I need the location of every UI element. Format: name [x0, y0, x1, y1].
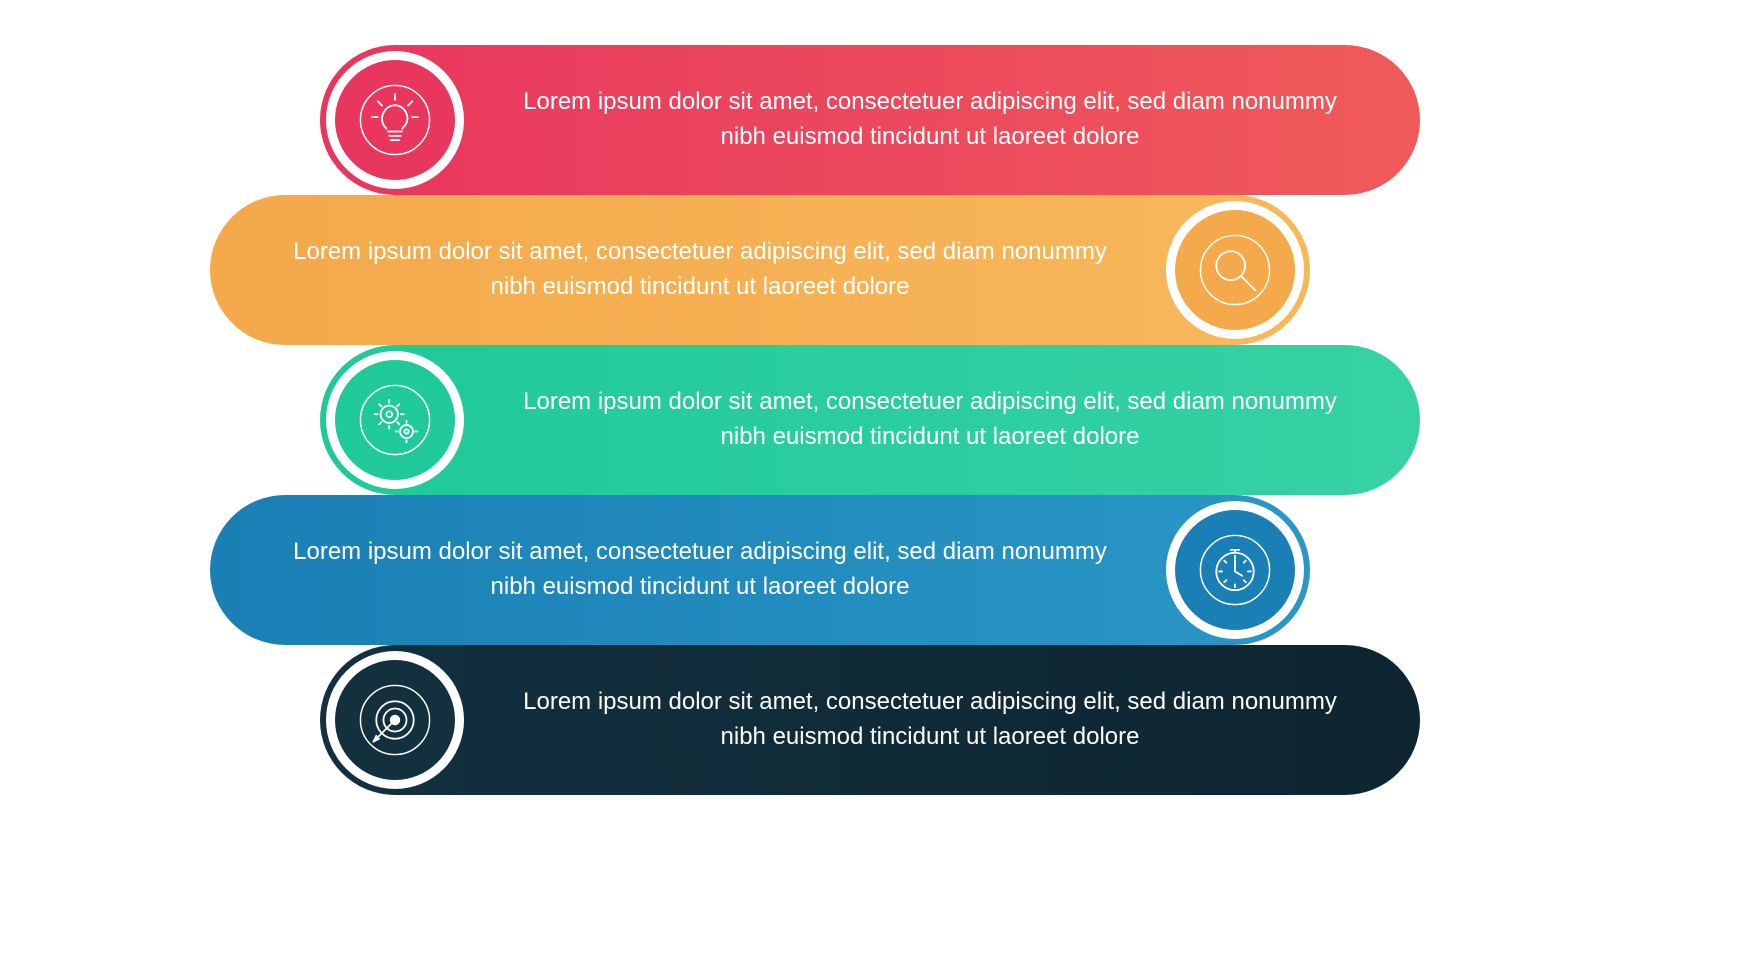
- clock-icon: [1175, 510, 1295, 630]
- lightbulb-icon: [335, 60, 455, 180]
- step-3-bar: Lorem ipsum dolor sit amet, consectetuer…: [320, 345, 1420, 495]
- step-5-bar: Lorem ipsum dolor sit amet, consectetuer…: [320, 645, 1420, 795]
- gears-icon: [335, 360, 455, 480]
- step-4-text: Lorem ipsum dolor sit amet, consectetuer…: [250, 535, 1150, 605]
- step-2-bar: Lorem ipsum dolor sit amet, consectetuer…: [210, 195, 1310, 345]
- infographic-stage: Lorem ipsum dolor sit amet, consectetuer…: [0, 0, 1742, 980]
- magnifier-icon: [1175, 210, 1295, 330]
- step-2-icon-ring: [1166, 201, 1304, 339]
- step-5-text: Lorem ipsum dolor sit amet, consectetuer…: [480, 685, 1380, 755]
- step-1-bar: Lorem ipsum dolor sit amet, consectetuer…: [320, 45, 1420, 195]
- step-4-icon-ring: [1166, 501, 1304, 639]
- step-2-text: Lorem ipsum dolor sit amet, consectetuer…: [250, 235, 1150, 305]
- step-3-text: Lorem ipsum dolor sit amet, consectetuer…: [480, 385, 1380, 455]
- target-icon: [335, 660, 455, 780]
- step-4-bar: Lorem ipsum dolor sit amet, consectetuer…: [210, 495, 1310, 645]
- step-3-icon-ring: [326, 351, 464, 489]
- step-1-icon-ring: [326, 51, 464, 189]
- step-5-icon-ring: [326, 651, 464, 789]
- step-1-text: Lorem ipsum dolor sit amet, consectetuer…: [480, 85, 1380, 155]
